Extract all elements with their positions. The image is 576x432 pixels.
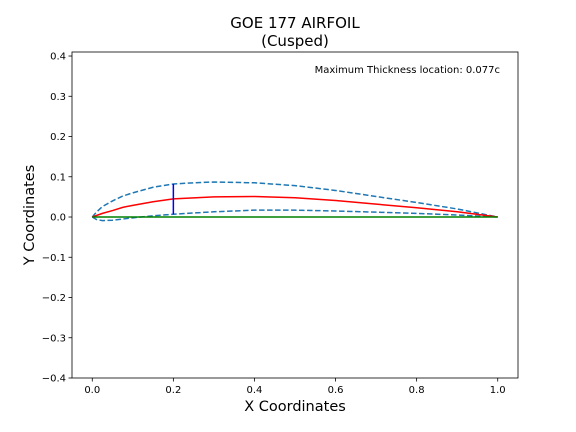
x-tick-label: 0.0 — [84, 385, 100, 396]
plot-frame — [71, 51, 519, 379]
chart-subtitle: (Cusped) — [261, 32, 329, 50]
x-tick-label: 0.8 — [409, 385, 425, 396]
x-tick-label: 0.6 — [328, 385, 344, 396]
y-tick-label: −0.4 — [42, 374, 66, 385]
y-tick-label: 0.4 — [50, 52, 66, 63]
x-tick-label: 0.2 — [165, 385, 181, 396]
x-tick-label: 0.4 — [247, 385, 263, 396]
upper-surface-line — [91, 181, 498, 218]
y-tick-label: 0.2 — [50, 132, 66, 143]
x-axis-label: X Coordinates — [244, 399, 346, 415]
chart-title: GOE 177 AIRFOIL — [230, 14, 360, 32]
x-tick-label: 1.0 — [490, 385, 506, 396]
y-tick-label: −0.2 — [42, 293, 66, 304]
y-tick-label: 0.0 — [50, 213, 66, 224]
y-tick-label: −0.1 — [42, 253, 66, 264]
y-axis-label: Y Coordinates — [22, 165, 38, 267]
y-tick-label: −0.3 — [42, 333, 66, 344]
max-thickness-annotation: Maximum Thickness location: 0.077c — [315, 65, 500, 76]
plot-lines — [91, 181, 498, 222]
x-axis: 0.0 0.2 0.4 0.6 0.8 1.0 — [84, 378, 506, 396]
y-axis: −0.4 −0.3 −0.2 −0.1 0.0 0.1 0.2 0.3 0.4 — [42, 52, 72, 385]
y-tick-label: 0.1 — [50, 172, 66, 183]
camber-line-line — [92, 195, 498, 218]
lower-surface-line — [91, 209, 498, 222]
y-tick-label: 0.3 — [50, 92, 66, 103]
